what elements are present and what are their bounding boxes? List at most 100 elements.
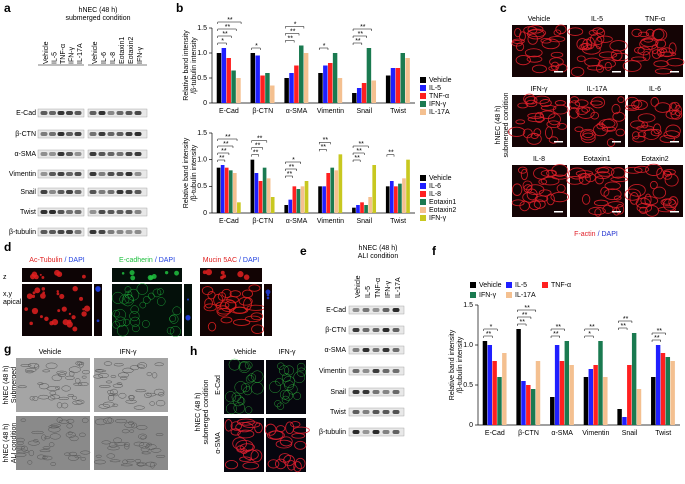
- stain: [250, 449, 263, 463]
- stain: [645, 28, 655, 37]
- stain: [32, 291, 36, 295]
- cell-texture: [133, 405, 145, 410]
- label: 0.5: [197, 75, 207, 82]
- bar: [364, 205, 368, 213]
- label: IL-17A: [429, 109, 450, 116]
- cell-texture: [94, 369, 104, 373]
- stain: [239, 361, 249, 372]
- micrograph: [112, 268, 182, 282]
- bar: [398, 183, 402, 213]
- rotated-label: TNF-α: [375, 278, 382, 298]
- cell-texture: [153, 388, 165, 396]
- stain: [295, 457, 306, 470]
- stain: [663, 168, 676, 176]
- stain: [534, 195, 549, 203]
- stain: [633, 100, 643, 109]
- cell-texture: [107, 417, 113, 423]
- cell-texture: [144, 392, 152, 398]
- image-title: Ac-Tubulin / DAPI: [29, 257, 84, 264]
- stain: [115, 316, 126, 328]
- stain: [637, 131, 647, 138]
- label: IL-5: [515, 282, 527, 289]
- stain: [534, 111, 545, 124]
- cell-texture: [92, 374, 104, 379]
- blot-band: [352, 348, 360, 352]
- stain: [62, 319, 69, 326]
- panel-label: c: [500, 1, 507, 15]
- label: **: [289, 164, 295, 171]
- blot-band: [89, 172, 97, 176]
- label: **: [623, 316, 629, 323]
- stain: [281, 373, 291, 383]
- label: ALI condition: [358, 253, 399, 260]
- label: IL-5: [591, 16, 603, 23]
- stain: [129, 311, 140, 322]
- label: *: [255, 43, 258, 50]
- bar: [334, 170, 339, 213]
- stain: [665, 109, 681, 120]
- stain: [41, 287, 46, 291]
- blot-band: [362, 328, 370, 332]
- bar: [368, 197, 372, 213]
- sig-bracket: [251, 47, 261, 50]
- scale-bar: [612, 141, 621, 143]
- sig-bracket: [285, 175, 293, 178]
- cell-texture: [50, 462, 57, 466]
- bar: [627, 365, 632, 425]
- label: IL-6: [429, 183, 441, 190]
- label: **: [323, 137, 329, 144]
- bar: [224, 167, 229, 213]
- blot-band: [382, 308, 390, 312]
- label: **: [553, 331, 559, 338]
- cell-texture: [66, 418, 75, 424]
- bar: [385, 75, 391, 103]
- rotated-label: E-Cad: [215, 375, 222, 395]
- stain: [533, 167, 550, 180]
- bar: [502, 353, 507, 425]
- bar: [405, 58, 410, 103]
- cell-texture: [69, 435, 79, 442]
- stain: [540, 105, 557, 111]
- sig-bracket: [352, 145, 369, 148]
- label: 0.5: [197, 183, 207, 190]
- label: Eotaxin1: [583, 156, 610, 163]
- label: 1.0: [463, 342, 473, 349]
- label: **: [223, 141, 229, 148]
- stain: [79, 296, 84, 301]
- cell-texture: [141, 451, 151, 455]
- stain: [39, 315, 43, 319]
- bar: [318, 186, 322, 213]
- blot-band: [89, 210, 97, 214]
- blot-band: [352, 369, 360, 373]
- cell-texture: [133, 441, 145, 447]
- sig-bracket: [550, 335, 560, 338]
- stain: [56, 292, 60, 296]
- label: 1.0: [197, 157, 207, 164]
- stain: [277, 362, 285, 370]
- cell-texture: [28, 449, 35, 457]
- rotated-label: IL-5: [365, 286, 372, 298]
- stain: [72, 326, 78, 332]
- blot-band: [134, 210, 142, 214]
- cell-texture: [65, 431, 76, 438]
- bar: [559, 361, 565, 425]
- stain: [581, 106, 591, 113]
- bar: [564, 341, 570, 425]
- stain: [238, 361, 251, 374]
- stain: [653, 60, 669, 68]
- sig-bracket: [352, 35, 367, 38]
- stain: [582, 130, 594, 139]
- blot-band: [89, 152, 97, 156]
- blot-band: [40, 230, 48, 234]
- cell-texture: [25, 368, 37, 373]
- bar: [593, 365, 598, 425]
- label: 0: [203, 100, 207, 107]
- blot-band: [125, 132, 133, 136]
- bar: [588, 369, 594, 425]
- blot-band: [40, 190, 48, 194]
- cell-texture: [137, 362, 148, 369]
- micrograph: [264, 284, 272, 336]
- stain: [237, 429, 255, 439]
- panel-label: a: [4, 1, 11, 15]
- stain: [657, 206, 676, 213]
